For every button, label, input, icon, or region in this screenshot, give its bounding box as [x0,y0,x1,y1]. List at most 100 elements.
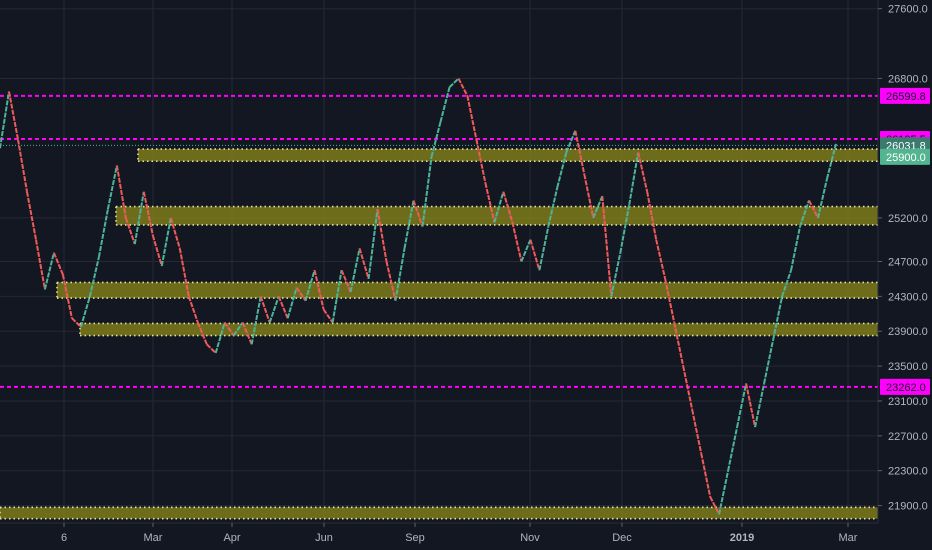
y-tick-label: 23500.0 [888,361,928,373]
series-segment-down [52,252,64,275]
y-tick-label: 24300.0 [888,291,928,303]
series-segment-up [493,191,505,223]
y-tick-label: 21900.0 [888,501,928,513]
x-tick-label: Mar [839,532,858,544]
support-resistance-zones [0,148,878,520]
series-segment-down [475,139,487,184]
series-segment-down [277,296,289,319]
series-segment-down [601,196,613,297]
series-segment-up [628,152,640,205]
x-tick-label: Dec [612,532,632,544]
series-segment-down [466,95,478,140]
series-segment-up [349,248,361,293]
series-segment-down [142,191,154,236]
series-segment-down [340,269,352,293]
series-segment-down [241,322,253,345]
series-segment-up [250,296,262,345]
series-segment-up [565,130,577,153]
series-segment-up [520,239,532,262]
series-segment-down [637,152,649,193]
sr-zone [79,322,878,337]
series-segment-down [646,191,658,240]
series-segment-down [700,453,712,498]
series-segment-down [673,322,685,367]
series-segment-up [304,269,316,301]
price-badge-green-level: 25900.0 [880,148,930,165]
series-segment-down [709,496,720,515]
series-segment-up [97,209,109,258]
x-tick-label: Mar [144,532,163,544]
series-segment-up [367,209,379,280]
price-badge-label: 25900.0 [886,152,926,164]
y-tick-label: 23100.0 [888,396,928,408]
series-segment-down [808,200,819,219]
horizontal-levels [0,94,878,388]
series-segment-down [295,287,307,302]
y-tick-label: 27600.0 [888,4,928,16]
y-tick-label: 23900.0 [888,326,928,338]
series-segment-down [484,182,496,223]
time-axis[interactable]: 6 Mar Apr Jun Sep Nov Dec 2019 Mar [61,523,858,544]
sr-zone [56,281,878,299]
series-segment-down [502,191,514,223]
series-segment-up [0,91,10,149]
price-badge-label: 23262.0 [886,382,926,394]
y-tick-label: 22700.0 [888,431,928,443]
series-segment-up [331,270,343,323]
series-segment-down [187,296,199,323]
x-tick-label: Sep [405,532,425,544]
series-segment-up [754,383,766,428]
series-segment-down [682,365,694,410]
series-segment-up [268,296,280,323]
series-segment-up [547,187,559,227]
series-segment-down [35,239,46,290]
series-segment-up [403,200,415,249]
series-segment-down [259,296,271,323]
y-tick-label: 26800.0 [888,73,928,85]
series-segment-down [26,191,37,240]
series-segment-down [583,174,595,219]
series-segment-up [43,252,55,290]
x-tick-label: 2019 [730,532,754,544]
series-segment-up [394,248,406,301]
series-segment-down [412,200,424,227]
series-segment-up [88,256,100,297]
series-segment-down [124,217,136,245]
series-segment-down [196,322,208,345]
series-segment-down [691,409,703,454]
series-segment-down [322,308,334,324]
series-segment-down [178,248,190,297]
price-badge-magenta-level: 23262.0 [880,378,930,395]
series-segment-up [160,217,172,267]
series-segment-down [457,78,469,97]
series-segment-up [790,226,801,271]
series-segment-down [8,91,19,140]
series-segment-up [781,269,793,297]
price-axis[interactable]: 27600.0 26800.0 25200.0 24700.0 24300.0 23900… [878,4,928,513]
series-segment-up [736,383,748,428]
series-segment-up [799,200,810,227]
series-segment-up [772,296,784,341]
series-segment-down [574,130,586,175]
series-segment-up [106,165,118,210]
price-badge-label: 26599.8 [886,91,926,103]
series-segment-up [592,195,604,219]
series-segment-up [133,191,145,245]
series-segment-down [358,248,370,280]
series-segment-down [206,343,217,354]
series-segment-down [529,239,541,271]
series-segment-down [745,383,757,428]
series-segment-down [71,317,82,328]
series-segment-up [79,296,91,328]
series-segment-up [763,339,775,384]
series-segment-down [664,278,676,323]
sr-zone [137,148,878,163]
price-badge-magenta-level: 26599.8 [880,87,930,104]
x-tick-label: Apr [223,532,240,544]
series-segment-up [817,178,828,219]
price-series [0,77,837,515]
